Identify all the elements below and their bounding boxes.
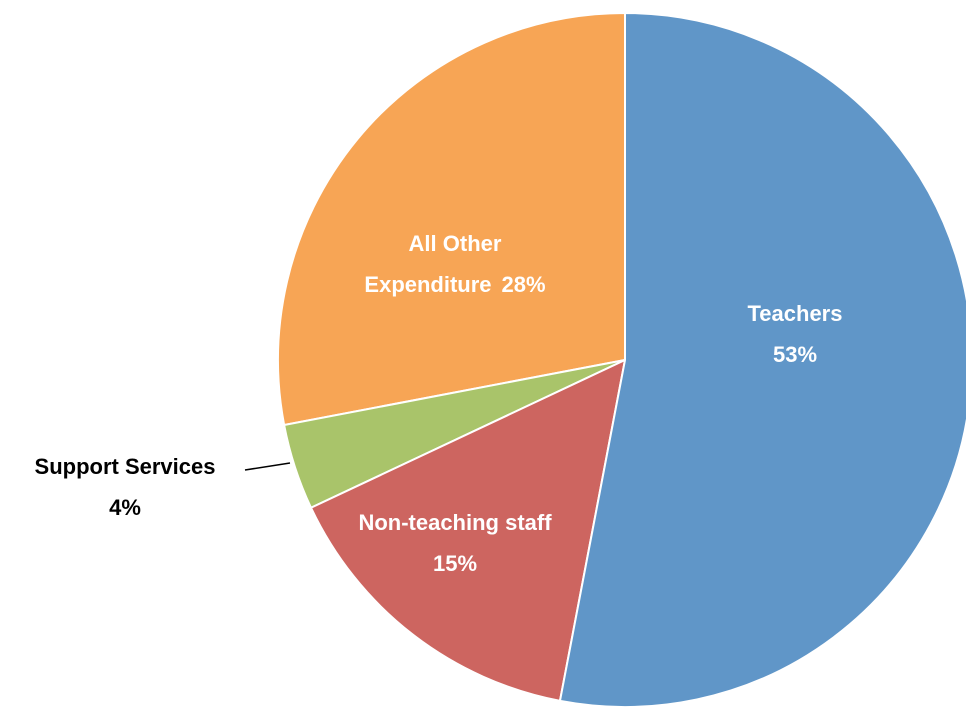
pie-slice: [309, 358, 627, 703]
value-label: 4%: [109, 495, 141, 520]
pie-slice: [277, 11, 626, 427]
category-label: Support Services: [34, 454, 216, 479]
value-label: 53%: [772, 342, 818, 367]
value-label: 28%: [501, 272, 546, 297]
slice-label: Teachers 53%: [695, 293, 895, 375]
category-label: All Other Expenditure: [364, 231, 502, 297]
pie-slice: [558, 11, 966, 707]
category-label: Non-teaching staff: [358, 510, 552, 535]
category-label: Teachers: [747, 301, 843, 326]
leader-line: [244, 462, 291, 471]
slice-label: All Other Expenditure 28%: [350, 223, 560, 305]
value-label: 15%: [432, 551, 478, 576]
slice-label: Support Services 4%: [5, 446, 245, 528]
slice-label: Non-teaching staff 15%: [325, 502, 585, 584]
